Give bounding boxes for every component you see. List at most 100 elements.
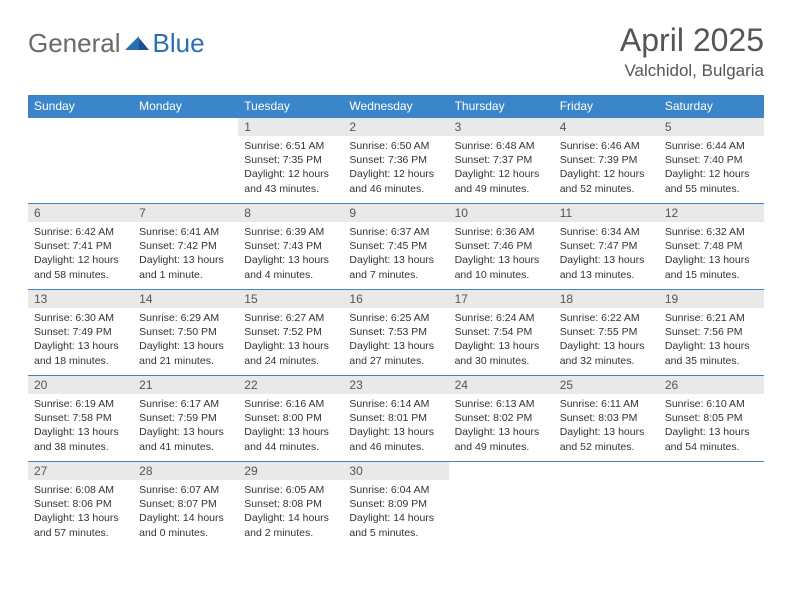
sunrise-text: Sunrise: 6:37 AM (349, 225, 442, 239)
daylight-text: Daylight: 13 hours and 27 minutes. (349, 339, 442, 367)
day-cell: 8Sunrise: 6:39 AMSunset: 7:43 PMDaylight… (238, 204, 343, 290)
daylight-text: Daylight: 14 hours and 2 minutes. (244, 511, 337, 539)
day-cell: 3Sunrise: 6:48 AMSunset: 7:37 PMDaylight… (449, 118, 554, 204)
sunset-text: Sunset: 8:07 PM (139, 497, 232, 511)
sunset-text: Sunset: 8:08 PM (244, 497, 337, 511)
day-cell-empty (659, 462, 764, 548)
day-number: 13 (28, 290, 133, 308)
calendar-week-row: 6Sunrise: 6:42 AMSunset: 7:41 PMDaylight… (28, 204, 764, 290)
day-body: Sunrise: 6:51 AMSunset: 7:35 PMDaylight:… (238, 136, 343, 200)
sunrise-text: Sunrise: 6:13 AM (455, 397, 548, 411)
sunrise-text: Sunrise: 6:34 AM (560, 225, 653, 239)
page-title: April 2025 (620, 22, 764, 59)
day-body: Sunrise: 6:19 AMSunset: 7:58 PMDaylight:… (28, 394, 133, 458)
sunset-text: Sunset: 7:52 PM (244, 325, 337, 339)
calendar-week-row: 13Sunrise: 6:30 AMSunset: 7:49 PMDayligh… (28, 290, 764, 376)
sunset-text: Sunset: 7:50 PM (139, 325, 232, 339)
daylight-text: Daylight: 13 hours and 52 minutes. (560, 425, 653, 453)
day-body: Sunrise: 6:37 AMSunset: 7:45 PMDaylight:… (343, 222, 448, 286)
sunset-text: Sunset: 7:45 PM (349, 239, 442, 253)
sunset-text: Sunset: 8:09 PM (349, 497, 442, 511)
sunrise-text: Sunrise: 6:19 AM (34, 397, 127, 411)
day-body: Sunrise: 6:32 AMSunset: 7:48 PMDaylight:… (659, 222, 764, 286)
daylight-text: Daylight: 13 hours and 24 minutes. (244, 339, 337, 367)
daylight-text: Daylight: 13 hours and 41 minutes. (139, 425, 232, 453)
day-body: Sunrise: 6:24 AMSunset: 7:54 PMDaylight:… (449, 308, 554, 372)
title-block: April 2025 Valchidol, Bulgaria (620, 22, 764, 81)
daylight-text: Daylight: 13 hours and 32 minutes. (560, 339, 653, 367)
sunrise-text: Sunrise: 6:22 AM (560, 311, 653, 325)
day-number: 22 (238, 376, 343, 394)
sunrise-text: Sunrise: 6:07 AM (139, 483, 232, 497)
day-cell: 13Sunrise: 6:30 AMSunset: 7:49 PMDayligh… (28, 290, 133, 376)
day-cell: 18Sunrise: 6:22 AMSunset: 7:55 PMDayligh… (554, 290, 659, 376)
daylight-text: Daylight: 13 hours and 15 minutes. (665, 253, 758, 281)
sunset-text: Sunset: 8:05 PM (665, 411, 758, 425)
sunrise-text: Sunrise: 6:05 AM (244, 483, 337, 497)
daylight-text: Daylight: 12 hours and 55 minutes. (665, 167, 758, 195)
day-cell: 22Sunrise: 6:16 AMSunset: 8:00 PMDayligh… (238, 376, 343, 462)
day-body: Sunrise: 6:30 AMSunset: 7:49 PMDaylight:… (28, 308, 133, 372)
sunrise-text: Sunrise: 6:29 AM (139, 311, 232, 325)
sunrise-text: Sunrise: 6:50 AM (349, 139, 442, 153)
sunset-text: Sunset: 7:53 PM (349, 325, 442, 339)
logo-text-blue: Blue (153, 28, 205, 59)
day-cell: 26Sunrise: 6:10 AMSunset: 8:05 PMDayligh… (659, 376, 764, 462)
day-number: 14 (133, 290, 238, 308)
sunset-text: Sunset: 8:03 PM (560, 411, 653, 425)
sunrise-text: Sunrise: 6:21 AM (665, 311, 758, 325)
day-cell-empty (28, 118, 133, 204)
header: General Blue April 2025 Valchidol, Bulga… (28, 22, 764, 81)
sunset-text: Sunset: 7:49 PM (34, 325, 127, 339)
day-number: 30 (343, 462, 448, 480)
sunset-text: Sunset: 7:59 PM (139, 411, 232, 425)
sunrise-text: Sunrise: 6:14 AM (349, 397, 442, 411)
day-number: 11 (554, 204, 659, 222)
sunset-text: Sunset: 7:39 PM (560, 153, 653, 167)
sunrise-text: Sunrise: 6:10 AM (665, 397, 758, 411)
sunset-text: Sunset: 7:46 PM (455, 239, 548, 253)
calendar-week-row: 27Sunrise: 6:08 AMSunset: 8:06 PMDayligh… (28, 462, 764, 548)
day-header: Sunday (28, 95, 133, 118)
sunrise-text: Sunrise: 6:25 AM (349, 311, 442, 325)
page-subtitle: Valchidol, Bulgaria (620, 61, 764, 81)
sunrise-text: Sunrise: 6:30 AM (34, 311, 127, 325)
sunset-text: Sunset: 7:40 PM (665, 153, 758, 167)
sunrise-text: Sunrise: 6:17 AM (139, 397, 232, 411)
day-cell: 1Sunrise: 6:51 AMSunset: 7:35 PMDaylight… (238, 118, 343, 204)
daylight-text: Daylight: 13 hours and 44 minutes. (244, 425, 337, 453)
day-number: 28 (133, 462, 238, 480)
sunset-text: Sunset: 7:43 PM (244, 239, 337, 253)
day-body: Sunrise: 6:27 AMSunset: 7:52 PMDaylight:… (238, 308, 343, 372)
sunrise-text: Sunrise: 6:41 AM (139, 225, 232, 239)
day-cell-empty (133, 118, 238, 204)
logo: General Blue (28, 28, 205, 59)
day-header: Friday (554, 95, 659, 118)
daylight-text: Daylight: 13 hours and 10 minutes. (455, 253, 548, 281)
day-body: Sunrise: 6:10 AMSunset: 8:05 PMDaylight:… (659, 394, 764, 458)
sunset-text: Sunset: 7:47 PM (560, 239, 653, 253)
sunrise-text: Sunrise: 6:08 AM (34, 483, 127, 497)
day-body: Sunrise: 6:05 AMSunset: 8:08 PMDaylight:… (238, 480, 343, 544)
daylight-text: Daylight: 14 hours and 0 minutes. (139, 511, 232, 539)
day-cell: 25Sunrise: 6:11 AMSunset: 8:03 PMDayligh… (554, 376, 659, 462)
calendar-week-row: 20Sunrise: 6:19 AMSunset: 7:58 PMDayligh… (28, 376, 764, 462)
sunrise-text: Sunrise: 6:39 AM (244, 225, 337, 239)
day-cell: 21Sunrise: 6:17 AMSunset: 7:59 PMDayligh… (133, 376, 238, 462)
daylight-text: Daylight: 12 hours and 43 minutes. (244, 167, 337, 195)
day-body: Sunrise: 6:25 AMSunset: 7:53 PMDaylight:… (343, 308, 448, 372)
day-body: Sunrise: 6:41 AMSunset: 7:42 PMDaylight:… (133, 222, 238, 286)
day-cell: 27Sunrise: 6:08 AMSunset: 8:06 PMDayligh… (28, 462, 133, 548)
day-cell: 17Sunrise: 6:24 AMSunset: 7:54 PMDayligh… (449, 290, 554, 376)
day-cell: 12Sunrise: 6:32 AMSunset: 7:48 PMDayligh… (659, 204, 764, 290)
day-body: Sunrise: 6:29 AMSunset: 7:50 PMDaylight:… (133, 308, 238, 372)
logo-mark-icon (125, 32, 151, 55)
sunrise-text: Sunrise: 6:16 AM (244, 397, 337, 411)
sunset-text: Sunset: 7:35 PM (244, 153, 337, 167)
day-body: Sunrise: 6:14 AMSunset: 8:01 PMDaylight:… (343, 394, 448, 458)
day-number: 4 (554, 118, 659, 136)
day-of-week-row: SundayMondayTuesdayWednesdayThursdayFrid… (28, 95, 764, 118)
daylight-text: Daylight: 13 hours and 57 minutes. (34, 511, 127, 539)
sunrise-text: Sunrise: 6:36 AM (455, 225, 548, 239)
daylight-text: Daylight: 13 hours and 46 minutes. (349, 425, 442, 453)
